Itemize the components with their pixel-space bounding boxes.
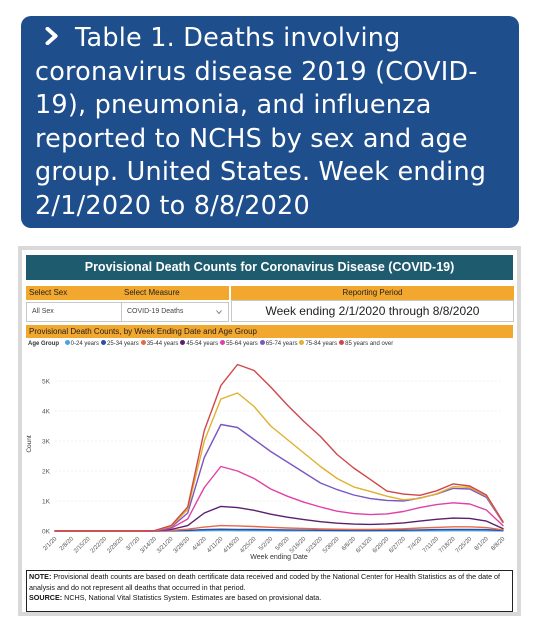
legend-marker <box>140 340 146 345</box>
series-line <box>54 363 504 532</box>
x-tick-label: 3/21/20 <box>156 536 175 555</box>
select-sex-value: All Sex <box>32 308 54 315</box>
y-tick-label: 2K <box>42 469 51 476</box>
y-tick-label: 3K <box>42 439 51 446</box>
legend-label: 55-64 years <box>226 341 258 347</box>
legend-marker <box>220 340 226 345</box>
legend-item[interactable]: 25-34 years <box>101 340 139 347</box>
chart-title: Provisional Death Counts, by Week Ending… <box>26 325 513 338</box>
legend-marker <box>64 340 70 345</box>
legend-label: 85 years and over <box>345 341 394 347</box>
report-frame: Provisional Death Counts for Coronavirus… <box>18 246 521 616</box>
x-tick-label: 8/1/20 <box>474 536 491 553</box>
header-title-text: Table 1. Deaths involving coronavirus di… <box>35 23 487 221</box>
x-tick-label: 2/29/20 <box>106 536 125 555</box>
chevron-right-icon[interactable] <box>43 27 61 45</box>
legend-label: 65-74 years <box>265 341 298 347</box>
chart-legend: Age Group 0-24 years 25-34 years 35-44 yea… <box>28 340 512 352</box>
header-banner: Table 1. Deaths involving coronavirus di… <box>21 16 519 228</box>
legend-title: Age Group <box>28 341 59 347</box>
report-panel: Provisional Death Counts for Coronavirus… <box>22 250 517 612</box>
x-tick-label: 2/1/20 <box>42 536 59 553</box>
x-tick-label: 5/30/20 <box>322 536 341 555</box>
x-tick-label: 4/18/20 <box>223 536 242 555</box>
legend-item[interactable]: 35-44 years <box>140 340 179 347</box>
x-tick-label: 3/14/20 <box>140 536 159 555</box>
legend-label: 75-84 years <box>305 341 338 347</box>
x-tick-label: 4/11/20 <box>206 536 225 555</box>
x-tick-label: 7/11/20 <box>422 536 441 555</box>
legend-marker <box>339 340 345 345</box>
legend-item[interactable]: 75-84 years <box>299 340 338 347</box>
note-text: Provisional death counts are based on de… <box>29 572 501 592</box>
x-tick-label: 5/23/20 <box>305 536 324 555</box>
note-label: NOTE: <box>29 572 52 581</box>
legend-items: 0-24 years 25-34 years 35-44 years 45-54 ye… <box>64 340 396 347</box>
series-line <box>54 465 504 532</box>
source-text: NCHS, National Vital Statistics System. … <box>62 593 322 602</box>
header-title: Table 1. Deaths involving coronavirus di… <box>35 22 505 223</box>
x-tick-label: 6/20/20 <box>372 536 391 555</box>
x-tick-label: 6/27/20 <box>388 536 407 555</box>
reporting-period-label: Reporting Period <box>231 286 514 300</box>
report-title: Provisional Death Counts for Coronavirus… <box>26 255 513 280</box>
x-tick-label: 2/15/20 <box>73 536 92 555</box>
x-tick-label: 6/13/20 <box>355 536 374 555</box>
x-tick-label: 7/18/20 <box>438 536 457 555</box>
legend-label: 45-54 years <box>186 341 219 347</box>
legend-label: 0-24 years <box>70 341 100 347</box>
x-tick-label: 4/25/20 <box>239 536 258 555</box>
legend-item[interactable]: 65-74 years <box>259 340 298 347</box>
source-label: SOURCE: <box>29 593 63 602</box>
y-tick-label: 4K <box>42 409 51 416</box>
y-tick-label: 5K <box>42 379 51 386</box>
y-axis-title: Count <box>26 435 33 453</box>
legend-item[interactable]: 85 years and over <box>339 340 394 347</box>
select-sex-label: Select Sex <box>26 286 136 300</box>
legend-label: 25-34 years <box>107 341 139 347</box>
x-tick-label: 5/2/20 <box>258 536 275 553</box>
x-axis-title: Week ending Date <box>250 554 308 561</box>
select-measure-label: Select Measure <box>121 286 229 300</box>
y-tick-label: 1K <box>42 499 51 506</box>
legend-item[interactable]: 0-24 years <box>64 340 100 347</box>
x-tick-label: 8/8/20 <box>490 536 507 553</box>
x-tick-label: 2/22/20 <box>90 536 109 555</box>
select-measure-value: COVID-19 Deaths <box>127 308 184 315</box>
legend-marker <box>259 340 265 345</box>
legend-marker <box>101 340 107 345</box>
y-tick-label: 0K <box>42 529 51 536</box>
select-measure-dropdown[interactable]: COVID-19 Deaths <box>121 302 229 322</box>
series-line <box>54 392 504 532</box>
chevron-down-icon <box>216 310 222 315</box>
legend-marker <box>180 340 186 345</box>
legend-marker <box>299 340 305 345</box>
x-tick-label: 5/16/20 <box>289 536 308 555</box>
x-tick-label: 3/28/20 <box>173 536 192 555</box>
reporting-period-value: Week ending 2/1/2020 through 8/8/2020 <box>231 300 514 322</box>
legend-item[interactable]: 55-64 years <box>220 340 258 347</box>
legend-item[interactable]: 45-54 years <box>180 340 219 347</box>
legend-label: 35-44 years <box>146 341 179 347</box>
x-tick-label: 7/25/20 <box>455 536 474 555</box>
footnote: NOTE: Provisional death counts are based… <box>26 570 513 612</box>
